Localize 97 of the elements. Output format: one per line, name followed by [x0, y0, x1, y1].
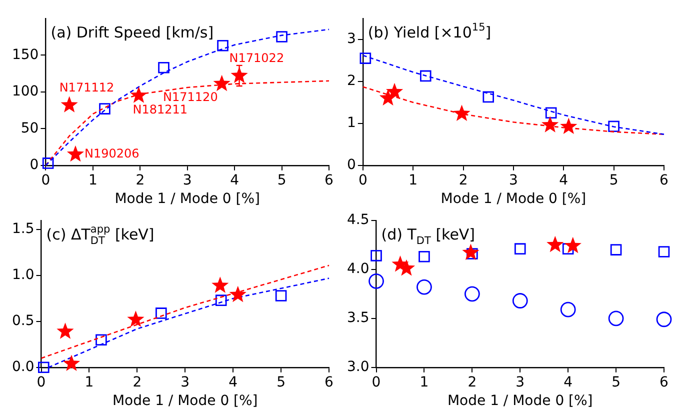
- x-tick-label: 1: [88, 172, 98, 188]
- x-tick-label: 5: [276, 374, 286, 390]
- point: [610, 244, 622, 256]
- x-tick-label: 3: [516, 374, 525, 390]
- x-tick-label: 5: [612, 374, 621, 390]
- point: [156, 308, 167, 319]
- point: [66, 145, 84, 162]
- point: [360, 52, 372, 64]
- point: [464, 286, 480, 302]
- point: [213, 74, 230, 92]
- point: [560, 118, 578, 134]
- point: [546, 236, 564, 252]
- point: [158, 62, 170, 74]
- point: [658, 246, 670, 258]
- point: [420, 70, 432, 82]
- point: [56, 322, 74, 339]
- x-axis-title: Mode 1 / Mode 0 [%]: [112, 393, 258, 410]
- point: [482, 91, 494, 103]
- point: [564, 236, 582, 254]
- point: [276, 31, 288, 42]
- annotation: N171022: [229, 50, 284, 65]
- x-tick-label: 4: [228, 374, 238, 390]
- x-tick-label: 2: [132, 374, 142, 390]
- y-tick-label: 100: [12, 84, 39, 100]
- point: [212, 276, 229, 293]
- x-tick-label: 3: [182, 172, 192, 188]
- x-axis-title: Mode 1 / Mode 0 [%]: [114, 191, 260, 208]
- y-tick-label: 3: [346, 31, 356, 48]
- y-tick-label: 2: [346, 73, 356, 90]
- x-tick-label: 0: [372, 374, 381, 390]
- y-tick-label: 3.0: [347, 359, 370, 376]
- y-tick-label: 1.5: [12, 221, 34, 238]
- point: [656, 312, 672, 328]
- annotation: N190206: [84, 146, 140, 160]
- point: [230, 66, 248, 84]
- chart-title: (a) Drift Speed [km/s]: [50, 23, 214, 42]
- point: [62, 354, 80, 372]
- annotation: N181211: [132, 102, 188, 117]
- point: [38, 362, 50, 374]
- point: [368, 273, 384, 289]
- point: [275, 290, 287, 302]
- point: [99, 103, 110, 114]
- x-tick-label: 4: [559, 172, 568, 188]
- x-tick-label: 6: [324, 374, 334, 390]
- point: [229, 286, 246, 302]
- y-tick-label: 50: [20, 120, 39, 136]
- point: [608, 310, 624, 326]
- x-tick-label: 6: [660, 374, 669, 390]
- x-tick-label: 2: [458, 172, 468, 188]
- point: [608, 120, 620, 132]
- x-tick-label: 1: [408, 172, 418, 188]
- annotation: N171112: [59, 80, 114, 94]
- point: [560, 302, 576, 318]
- point: [130, 86, 148, 103]
- point: [60, 96, 78, 112]
- y-tick-label: 0: [30, 157, 39, 174]
- point: [370, 250, 382, 262]
- y-tick-label: 4.5: [347, 212, 370, 228]
- point: [542, 116, 559, 132]
- point: [462, 244, 480, 260]
- y-tick-label: 1: [346, 115, 356, 132]
- line-series: [362, 86, 665, 135]
- point: [217, 40, 228, 52]
- point: [42, 158, 54, 169]
- x-axis-title: Mode 1 / Mode 0 [%]: [447, 393, 593, 410]
- x-tick-label: 0: [41, 172, 50, 188]
- y-tick-label: 0: [346, 157, 356, 174]
- y-tick-label: 0.5: [12, 313, 34, 330]
- y-tick-label: 4.0: [347, 261, 370, 278]
- x-tick-label: 1: [420, 374, 429, 390]
- y-tick-label: 150: [12, 46, 39, 63]
- point: [386, 82, 404, 100]
- x-tick-label: 4: [230, 172, 240, 188]
- point: [453, 104, 470, 122]
- x-tick-label: 5: [277, 172, 286, 188]
- point: [96, 334, 107, 346]
- x-tick-label: 6: [660, 172, 669, 188]
- point: [418, 251, 430, 262]
- x-tick-label: 3: [508, 172, 518, 188]
- x-tick-label: 5: [609, 172, 618, 188]
- x-tick-label: 2: [468, 374, 477, 390]
- point: [127, 310, 144, 327]
- y-tick-label: 1.0: [12, 267, 34, 284]
- x-axis-title: Mode 1 / Mode 0 [%]: [440, 191, 586, 208]
- point: [215, 294, 227, 306]
- point: [416, 279, 432, 295]
- y-tick-label: 3.5: [347, 310, 370, 326]
- y-tick-label: 0.0: [12, 359, 34, 376]
- x-tick-label: 6: [324, 172, 334, 188]
- point: [512, 293, 528, 308]
- point: [514, 243, 526, 254]
- x-tick-label: 3: [180, 374, 190, 390]
- annotation: N171120: [163, 90, 218, 104]
- x-tick-label: 2: [136, 172, 145, 188]
- x-tick-label: 4: [564, 374, 573, 390]
- point: [545, 107, 557, 119]
- x-tick-label: 1: [84, 374, 94, 390]
